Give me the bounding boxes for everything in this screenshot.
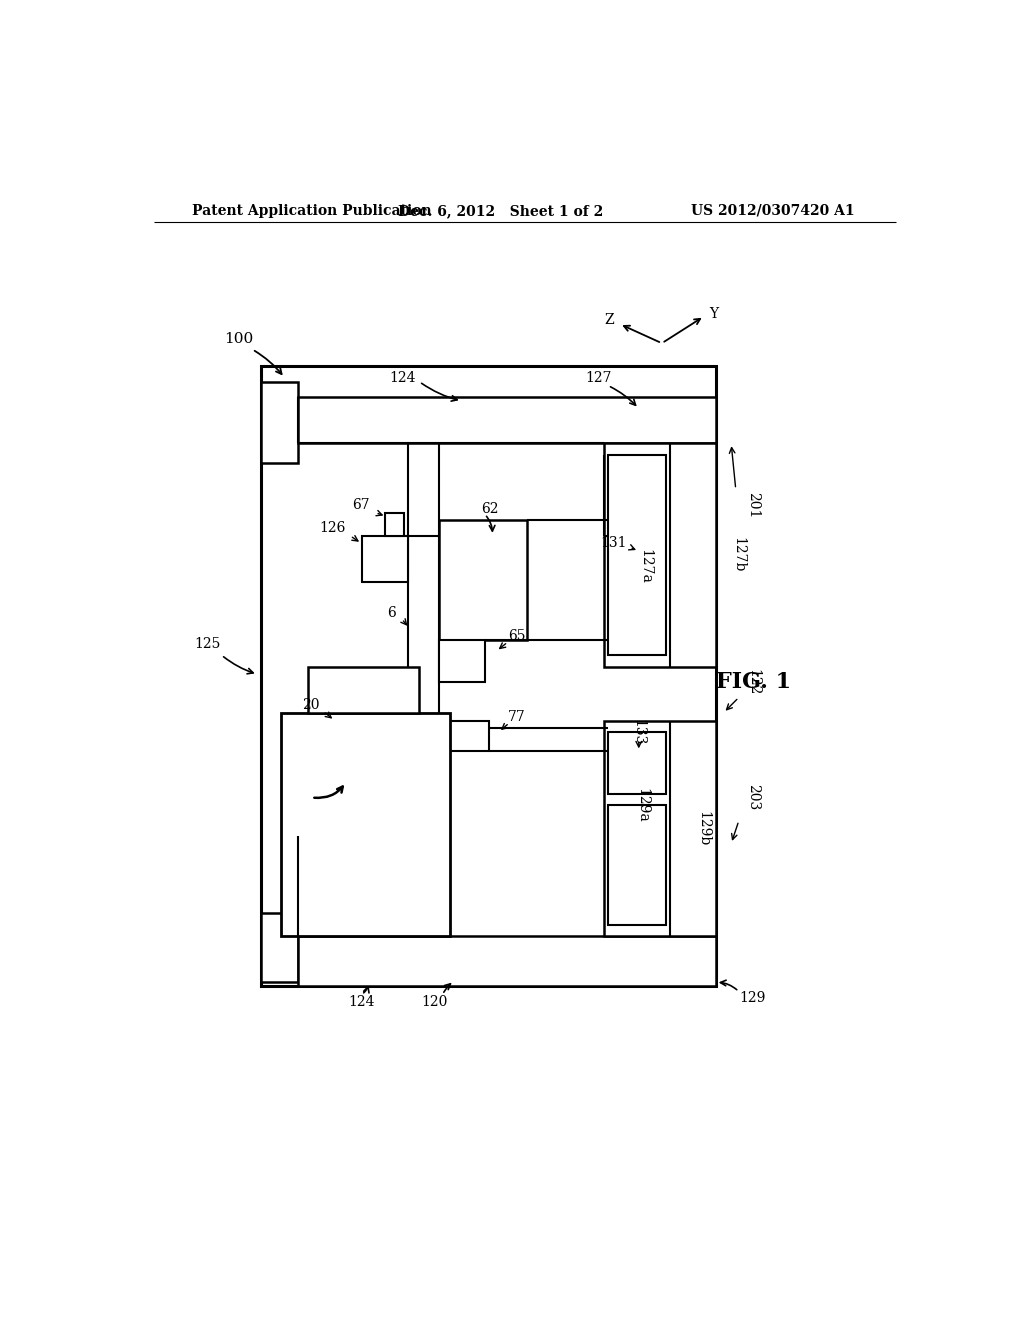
Text: 65: 65 [508, 628, 525, 643]
Bar [438, 721, 488, 751]
Bar [298, 936, 716, 986]
Text: 124: 124 [389, 371, 416, 385]
Text: 20: 20 [302, 698, 319, 711]
Text: 120: 120 [422, 994, 447, 1008]
Text: 127a: 127a [639, 549, 652, 583]
Bar [604, 721, 716, 936]
Bar [608, 733, 666, 793]
Bar [608, 805, 666, 924]
Text: 131: 131 [601, 536, 628, 550]
Text: US 2012/0307420 A1: US 2012/0307420 A1 [691, 203, 854, 218]
Bar [408, 536, 438, 836]
Bar [281, 713, 451, 936]
Bar [261, 367, 716, 986]
Text: 126: 126 [319, 521, 346, 535]
Text: Patent Application Publication: Patent Application Publication [193, 203, 432, 218]
Text: 125: 125 [195, 636, 221, 651]
Bar [307, 667, 419, 713]
Bar [261, 381, 298, 462]
Text: 129: 129 [739, 991, 765, 1005]
Text: Z: Z [604, 313, 614, 327]
Bar [438, 640, 484, 682]
Bar [261, 913, 298, 982]
Bar [298, 397, 716, 444]
Bar [608, 455, 666, 655]
Text: 129b: 129b [696, 810, 711, 846]
Text: 6: 6 [387, 606, 396, 619]
Text: 77: 77 [508, 710, 525, 723]
Text: FIG. 1: FIG. 1 [716, 671, 791, 693]
Bar [604, 444, 716, 667]
Text: 62: 62 [481, 502, 499, 516]
Text: 122: 122 [746, 669, 761, 696]
Bar [385, 512, 403, 536]
Text: Y: Y [710, 308, 719, 321]
Bar [438, 520, 527, 640]
Text: Dec. 6, 2012   Sheet 1 of 2: Dec. 6, 2012 Sheet 1 of 2 [397, 203, 603, 218]
Text: 127: 127 [585, 371, 611, 385]
Text: 129a: 129a [635, 788, 649, 822]
Text: 201: 201 [746, 492, 761, 517]
Text: 203: 203 [746, 784, 761, 810]
Text: 133: 133 [631, 719, 645, 746]
Text: 67: 67 [351, 498, 370, 512]
Text: 100: 100 [223, 333, 253, 346]
Text: 127b: 127b [731, 537, 745, 573]
Bar [361, 536, 408, 582]
Text: 124: 124 [348, 994, 375, 1008]
